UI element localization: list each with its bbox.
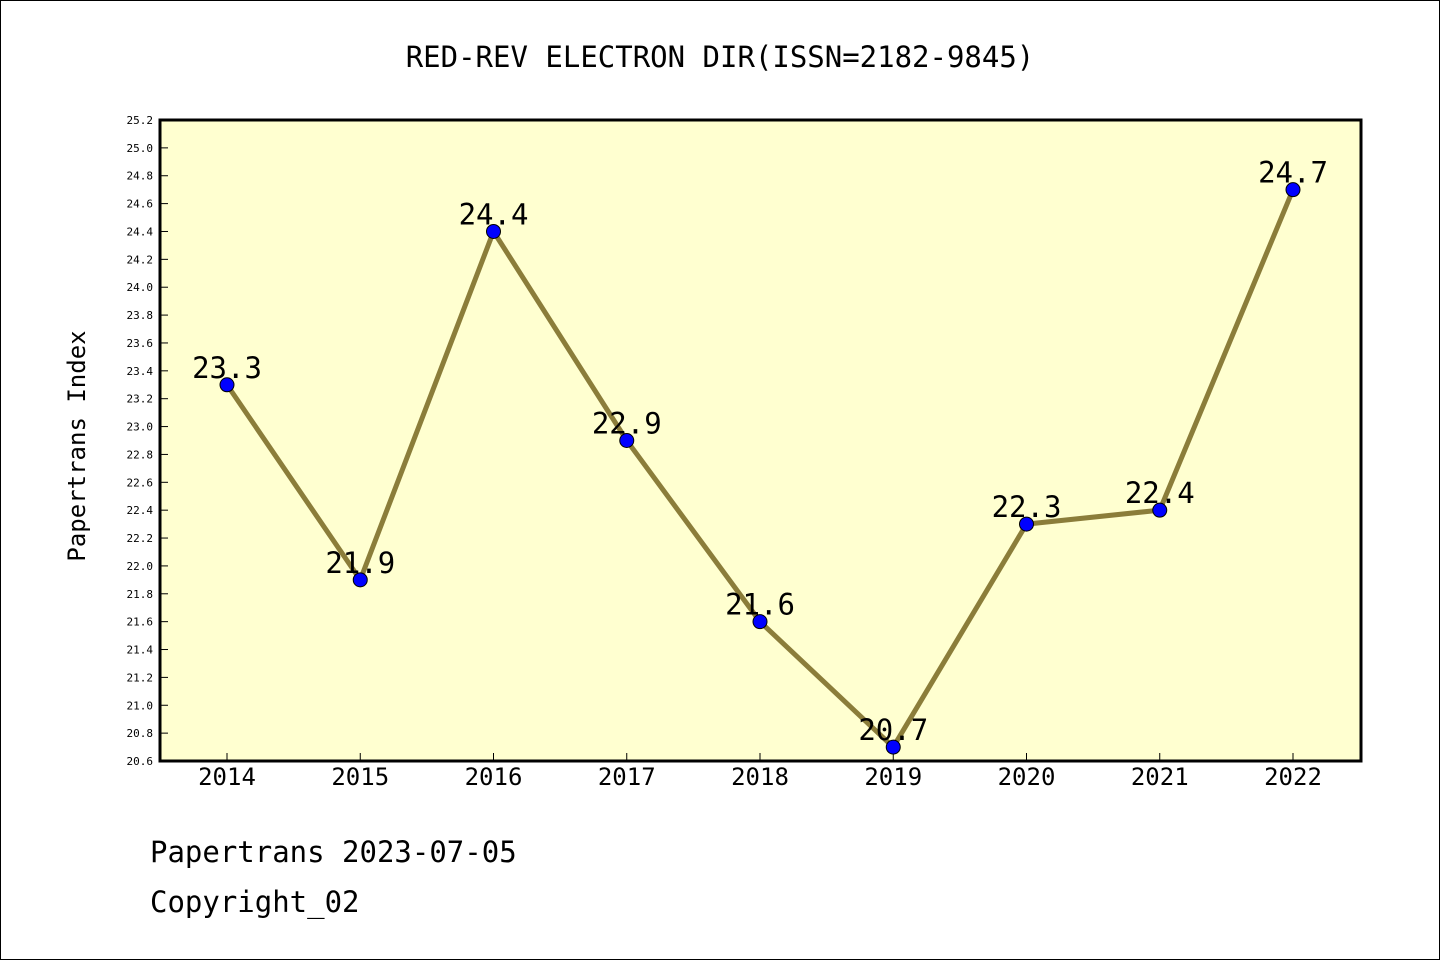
- data-point: [1019, 516, 1034, 532]
- data-point: [885, 739, 901, 755]
- data-label: 22.3: [992, 490, 1062, 524]
- data-point: [219, 377, 235, 393]
- y-tick-label: 21.4: [127, 644, 154, 657]
- y-tick-label: 24.0: [127, 281, 154, 294]
- plot-area: [158, 118, 1363, 763]
- y-tick-label: 23.8: [127, 309, 154, 322]
- y-tick-label: 22.0: [127, 560, 154, 573]
- y-tick-label: 25.2: [127, 114, 154, 127]
- data-point: [352, 572, 368, 588]
- data-point: [752, 614, 768, 630]
- y-tick-label: 21.8: [127, 588, 154, 601]
- data-label: 22.4: [1125, 476, 1195, 510]
- x-tick-label: 2015: [331, 763, 389, 791]
- y-tick-label: 22.4: [127, 504, 154, 517]
- series-group: 23.3 21.9 24.4 22.9 21.6 20.7 22.3 22.4 24.7: [192, 156, 1328, 755]
- y-tick-label: 21.0: [127, 699, 154, 712]
- y-tick-label: 24.2: [127, 253, 154, 266]
- x-tick-label: 2018: [731, 763, 789, 791]
- data-label: 24.4: [459, 197, 529, 231]
- data-point: [1152, 502, 1168, 518]
- y-tick-label: 24.8: [127, 170, 154, 183]
- data-point: [486, 223, 501, 239]
- data-point: [619, 433, 635, 448]
- data-label: 23.3: [192, 351, 262, 385]
- x-tick-label: 2016: [465, 763, 523, 791]
- chart-title: RED-REV ELECTRON DIR(ISSN=2182-9845): [406, 40, 1035, 74]
- data-label: 20.7: [858, 713, 928, 747]
- x-tick-label: 2022: [1264, 763, 1322, 791]
- data-label: 21.6: [725, 588, 795, 622]
- y-tick-label: 21.2: [127, 671, 154, 684]
- y-tick-label: 20.6: [127, 755, 154, 768]
- y-tick-label: 21.6: [127, 616, 154, 629]
- x-axis: 2014 2015 2016 2017 2018 2019 2020 2021 2022: [198, 753, 1322, 791]
- y-tick-label: 22.6: [127, 476, 154, 489]
- y-tick-label: 25.0: [127, 142, 154, 155]
- data-label: 22.9: [592, 407, 662, 441]
- x-tick-label: 2021: [1131, 763, 1189, 791]
- y-tick-label: 23.4: [127, 365, 154, 378]
- x-tick-label: 2017: [598, 763, 656, 791]
- y-tick-label: 24.4: [127, 225, 154, 238]
- y-tick-label: 20.8: [127, 727, 154, 740]
- y-tick-label: 23.0: [127, 421, 154, 434]
- x-tick-label: 2019: [864, 763, 922, 791]
- x-tick-label: 2014: [198, 763, 256, 791]
- data-label: 21.9: [325, 546, 395, 580]
- data-label: 24.7: [1258, 156, 1328, 190]
- y-axis-label: Papertrans Index: [63, 330, 91, 561]
- y-axis: 20.6 20.8 21.0 21.2 21.4 21.6 21.8 22.0 22.2 22.4…: [127, 114, 168, 768]
- y-tick-label: 24.6: [127, 198, 154, 211]
- y-tick-label: 22.8: [127, 448, 154, 461]
- y-tick-label: 22.2: [127, 532, 154, 545]
- footer-copyright: Copyright_02: [150, 885, 360, 919]
- data-point: [1285, 182, 1301, 198]
- y-tick-label: 23.6: [127, 337, 154, 350]
- footer-date: Papertrans 2023-07-05: [150, 835, 517, 869]
- y-tick-label: 23.2: [127, 393, 154, 406]
- x-tick-label: 2020: [998, 763, 1056, 791]
